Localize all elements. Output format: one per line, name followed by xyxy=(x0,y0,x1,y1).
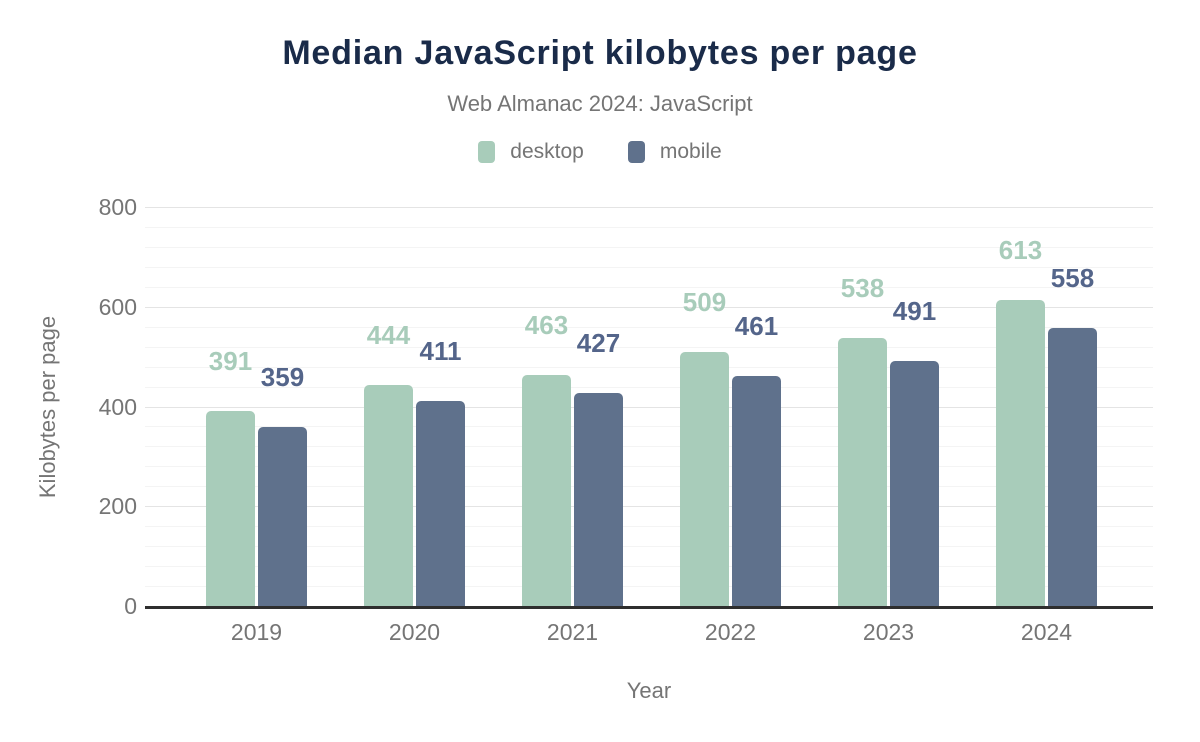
bar-desktop-2022 xyxy=(680,352,729,606)
bar-mobile-2021 xyxy=(574,393,623,606)
x-tick-label-2020: 2020 xyxy=(388,619,441,645)
x-tick-label-2023: 2023 xyxy=(862,619,915,645)
major-gridline-800 xyxy=(145,207,1153,208)
chart-title: Median JavaScript kilobytes per page xyxy=(282,34,918,72)
legend-label-mobile: mobile xyxy=(659,140,722,163)
bar-value-label-desktop-2020: 444 xyxy=(366,319,411,350)
legend-item-mobile: mobile xyxy=(627,140,722,164)
y-tick-label-400: 400 xyxy=(98,393,137,420)
legend-item-desktop: desktop xyxy=(478,140,584,164)
minor-gridline xyxy=(145,566,1153,568)
x-tick-label-2022: 2022 xyxy=(704,619,757,645)
minor-gridline xyxy=(145,446,1153,448)
legend: desktop mobile xyxy=(0,140,1200,164)
bar-desktop-2024 xyxy=(996,300,1045,606)
major-gridline-400 xyxy=(145,406,1153,408)
minor-gridline xyxy=(145,266,1153,268)
y-tick-label-600: 600 xyxy=(98,293,137,320)
minor-gridline xyxy=(145,486,1153,488)
bar-desktop-2019 xyxy=(206,410,255,606)
major-gridline-600 xyxy=(145,306,1153,308)
minor-gridline xyxy=(145,226,1153,228)
bar-value-label-mobile-2022: 461 xyxy=(734,311,779,342)
minor-gridline xyxy=(145,346,1153,348)
x-axis-line xyxy=(145,606,1153,609)
bar-value-label-desktop-2019: 391 xyxy=(208,345,253,376)
bar-mobile-2024 xyxy=(1048,327,1097,606)
bar-desktop-2021 xyxy=(522,375,571,606)
minor-gridline xyxy=(145,466,1153,468)
bar-value-label-desktop-2024: 613 xyxy=(998,235,1043,266)
x-axis-title: Year xyxy=(626,678,672,703)
major-gridline-200 xyxy=(145,506,1153,508)
chart-subtitle: Web Almanac 2024: JavaScript xyxy=(447,91,753,116)
x-tick-label-2024: 2024 xyxy=(1020,619,1073,645)
bar-mobile-2020 xyxy=(416,401,465,606)
bar-value-label-mobile-2019: 359 xyxy=(260,361,305,392)
minor-gridline xyxy=(145,286,1153,288)
bar-value-label-mobile-2020: 411 xyxy=(419,336,462,366)
minor-gridline xyxy=(145,546,1153,548)
minor-gridline xyxy=(145,246,1153,248)
legend-swatch-desktop xyxy=(478,141,496,163)
bar-mobile-2022 xyxy=(732,376,781,606)
minor-gridline xyxy=(145,426,1153,428)
y-tick-label-200: 200 xyxy=(98,493,137,520)
legend-label-desktop: desktop xyxy=(510,140,584,163)
bar-value-label-mobile-2024: 558 xyxy=(1050,262,1095,293)
minor-gridline xyxy=(145,586,1153,588)
legend-swatch-mobile xyxy=(627,141,645,163)
bar-value-label-desktop-2023: 538 xyxy=(840,272,885,303)
minor-gridline xyxy=(145,366,1153,368)
x-tick-label-2021: 2021 xyxy=(546,619,599,645)
minor-gridline xyxy=(145,326,1153,328)
bar-desktop-2020 xyxy=(364,384,413,606)
bar-mobile-2019 xyxy=(258,426,307,606)
y-tick-label-800: 800 xyxy=(98,194,137,220)
y-tick-label-0: 0 xyxy=(124,593,137,619)
bar-value-label-desktop-2021: 463 xyxy=(524,310,569,341)
bar-value-label-desktop-2022: 509 xyxy=(682,287,727,318)
bar-value-label-mobile-2023: 491 xyxy=(892,296,937,327)
x-tick-label-2019: 2019 xyxy=(230,619,283,645)
bar-mobile-2023 xyxy=(890,361,939,606)
minor-gridline xyxy=(145,526,1153,528)
bar-value-label-mobile-2021: 427 xyxy=(576,328,621,359)
bar-desktop-2023 xyxy=(838,337,887,606)
minor-gridline xyxy=(145,386,1153,388)
